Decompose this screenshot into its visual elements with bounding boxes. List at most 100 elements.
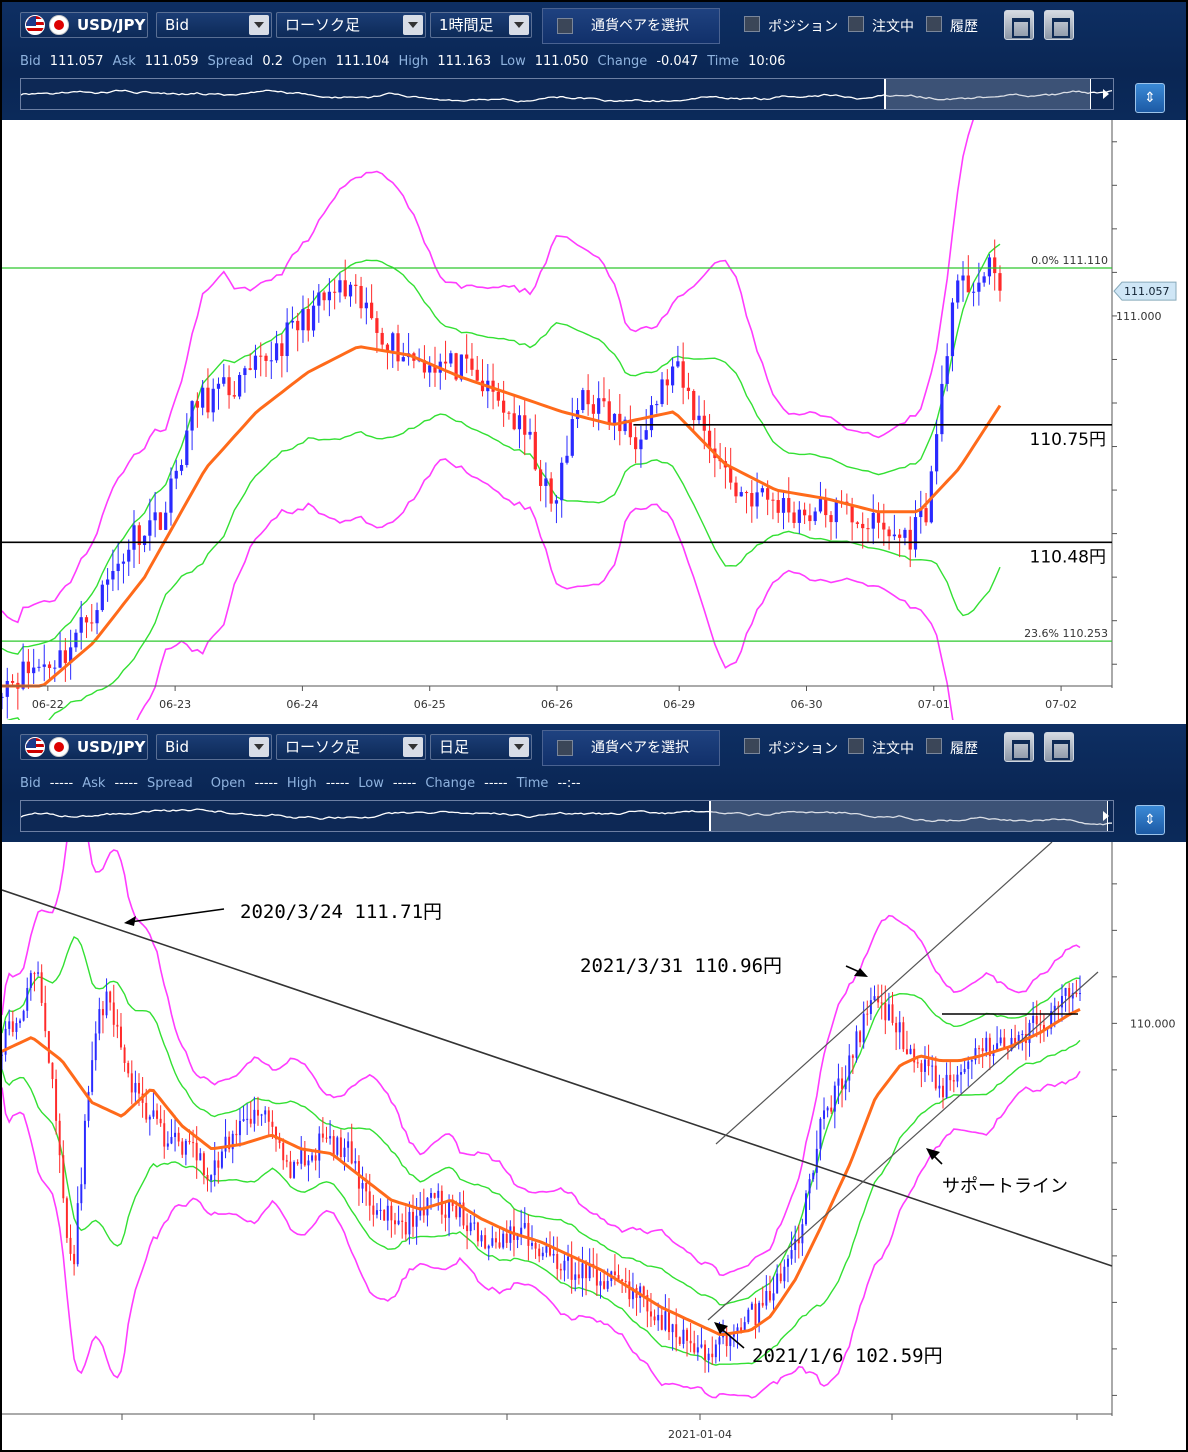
chart-style-value: ローソク足 xyxy=(285,16,361,34)
candle-body xyxy=(498,1242,501,1248)
candle-body xyxy=(301,309,305,331)
history-checkbox[interactable] xyxy=(926,16,942,32)
candle-body xyxy=(5,681,9,697)
pair-select-button[interactable]: 通貨ペアを選択 xyxy=(542,730,720,766)
candle-body xyxy=(300,1148,303,1164)
navigator-selection[interactable] xyxy=(708,801,1108,831)
navigator-trace xyxy=(21,89,1113,103)
position-checkbox[interactable] xyxy=(744,738,760,754)
candle-body xyxy=(235,1133,238,1136)
chevron-down-icon xyxy=(403,737,423,757)
candle-body xyxy=(595,1267,598,1286)
candle-body xyxy=(391,333,395,351)
candle-body xyxy=(541,1252,544,1257)
quote-value: 10:06 xyxy=(748,54,786,69)
symbol-selector[interactable]: USD/JPY xyxy=(20,12,148,38)
navigator-selection[interactable] xyxy=(883,79,1092,109)
hourly-chart[interactable]: 0.0% 111.110 23.6% 110.253 110.75円 110.48円 1… xyxy=(2,120,1186,720)
pair-select-label: 通貨ペアを選択 xyxy=(591,740,689,756)
chevron-down-icon xyxy=(403,15,423,35)
candle-body xyxy=(812,1172,815,1180)
candle-body xyxy=(333,291,337,293)
orders-checkbox[interactable] xyxy=(848,738,864,754)
annotation-arrow xyxy=(129,908,225,923)
quote-label: Bid xyxy=(20,54,41,69)
draw-tool-icon[interactable] xyxy=(1004,732,1034,762)
candle-body xyxy=(123,1047,126,1063)
timeframe-select[interactable]: 1時間足 xyxy=(430,12,532,38)
candle-body xyxy=(675,1324,678,1338)
settings-panel-icon[interactable] xyxy=(1044,10,1074,40)
candle-body xyxy=(26,661,31,674)
navigator-scrollbar[interactable] xyxy=(20,800,1114,832)
pair-select-button[interactable]: 通貨ペアを選択 xyxy=(542,8,720,44)
candle-body xyxy=(138,1082,140,1094)
candle-body xyxy=(1017,1035,1020,1044)
candle-body xyxy=(882,522,886,530)
candle-body xyxy=(184,1140,187,1155)
daily-chart[interactable]: 2020/3/24 111.71円 2021/3/31 110.96円 2021/1… xyxy=(2,842,1186,1448)
candle-body xyxy=(837,1078,840,1086)
candle-body xyxy=(940,383,944,435)
candle-body xyxy=(761,1302,764,1306)
position-checkbox[interactable] xyxy=(744,16,760,32)
candle-body xyxy=(1014,1037,1017,1044)
draw-tool-icon[interactable] xyxy=(1004,10,1034,40)
candle-body xyxy=(311,1155,314,1161)
chart-style-select[interactable]: ローソク足 xyxy=(276,734,426,760)
scroll-right-icon[interactable] xyxy=(1103,811,1109,821)
history-label: 履歴 xyxy=(950,741,978,757)
candle-body xyxy=(664,1311,667,1330)
candle-body xyxy=(523,415,527,435)
settings-panel-icon[interactable] xyxy=(1044,732,1074,762)
candle-body xyxy=(639,439,643,450)
candle-body xyxy=(280,343,284,357)
scroll-right-icon[interactable] xyxy=(1103,89,1109,99)
candle-body xyxy=(981,1048,984,1052)
candle-body xyxy=(830,1107,833,1112)
orders-label: 注文中 xyxy=(872,19,914,35)
zoom-toggle-icon[interactable]: ⇕ xyxy=(1135,805,1165,835)
candle-body xyxy=(232,395,236,397)
symbol-selector[interactable]: USD/JPY xyxy=(20,734,148,760)
candle-body xyxy=(329,1136,332,1139)
x-tick-label: 06-26 xyxy=(541,698,573,711)
candle-body xyxy=(1071,992,1074,999)
price-type-select[interactable]: Bid xyxy=(156,12,272,38)
candle-body xyxy=(242,1119,245,1121)
candle-body xyxy=(132,525,136,550)
candle-body xyxy=(808,515,812,522)
position-label: ポジション xyxy=(768,19,838,35)
navigator-scrollbar[interactable] xyxy=(20,78,1114,110)
history-checkbox[interactable] xyxy=(926,738,942,754)
support-line xyxy=(707,971,1099,1321)
chevron-down-icon xyxy=(509,737,529,757)
candle-body xyxy=(397,1220,400,1225)
candle-body xyxy=(528,431,532,435)
candle-body xyxy=(188,1140,191,1143)
zoom-toggle-icon[interactable]: ⇕ xyxy=(1135,83,1165,113)
candle-body xyxy=(248,368,252,370)
candle-body xyxy=(47,664,52,668)
candle-body xyxy=(520,1227,523,1235)
candle-body xyxy=(602,398,606,402)
x-tick-label: 06-30 xyxy=(791,698,823,711)
candle-body xyxy=(260,1114,263,1116)
chart-style-select[interactable]: ローソク足 xyxy=(276,12,426,38)
candle-body xyxy=(156,1110,159,1119)
candle-body xyxy=(375,1210,378,1215)
x-tick-label: 07-01 xyxy=(918,698,950,711)
candle-body xyxy=(253,1109,256,1124)
orders-checkbox[interactable] xyxy=(848,16,864,32)
quote-value: ----- xyxy=(484,776,508,791)
quote-label: Low xyxy=(358,776,384,791)
candle-body xyxy=(307,1160,310,1166)
candle-body xyxy=(502,400,506,413)
candle-body xyxy=(808,1179,811,1194)
timeframe-select[interactable]: 日足 xyxy=(430,734,532,760)
candle-body xyxy=(22,1010,25,1021)
candle-body xyxy=(942,1085,944,1098)
jp-flag-icon xyxy=(49,737,69,757)
candle-body xyxy=(2,1054,3,1056)
price-type-select[interactable]: Bid xyxy=(156,734,272,760)
